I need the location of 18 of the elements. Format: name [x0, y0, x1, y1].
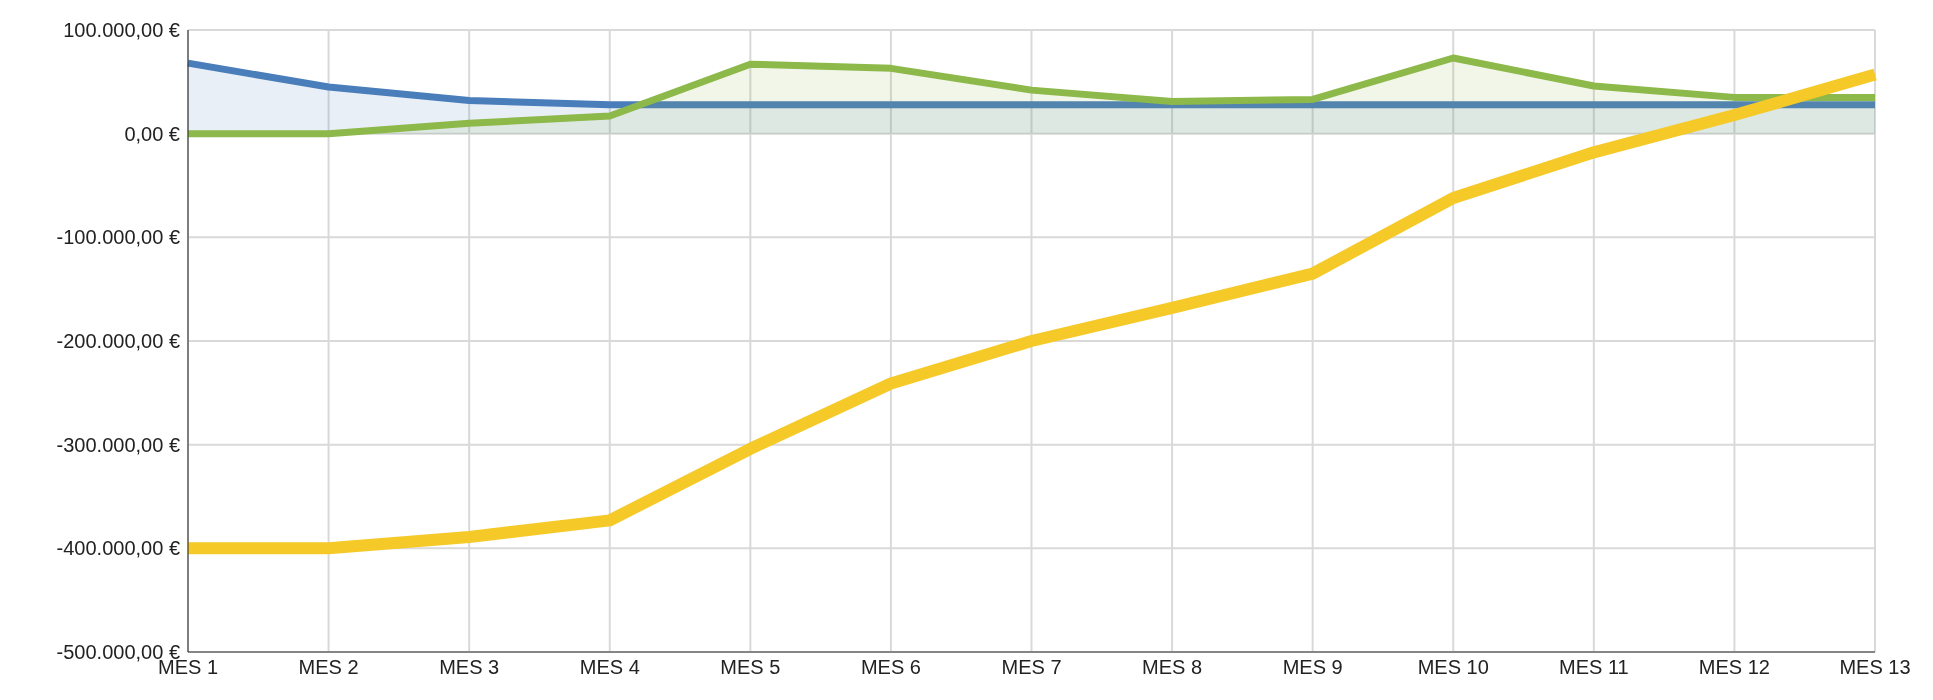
x-tick-label: MES 5 — [720, 656, 781, 679]
x-tick-label: MES 6 — [860, 656, 921, 679]
y-tick-label: -100.000,00 € — [56, 226, 180, 249]
y-tick-label: -300.000,00 € — [56, 433, 180, 456]
y-tick-label: -400.000,00 € — [56, 537, 180, 560]
x-tick-label: MES 4 — [579, 656, 640, 679]
x-tick-label: MES 13 — [1839, 656, 1911, 679]
x-tick-label: MES 8 — [1142, 656, 1203, 679]
x-tick-label: MES 10 — [1417, 656, 1489, 679]
x-tick-label: MES 11 — [1559, 656, 1629, 679]
y-tick-label: 0,00 € — [124, 122, 180, 145]
x-tick-label: MES 9 — [1282, 656, 1343, 679]
x-tick-label: MES 3 — [439, 656, 500, 679]
x-tick-label: MES 12 — [1698, 656, 1770, 679]
y-tick-label: 100.000,00 € — [63, 19, 180, 42]
x-tick-label: MES 7 — [1001, 656, 1062, 679]
x-tick-label: MES 2 — [298, 656, 359, 679]
y-tick-label: -200.000,00 € — [56, 330, 180, 353]
